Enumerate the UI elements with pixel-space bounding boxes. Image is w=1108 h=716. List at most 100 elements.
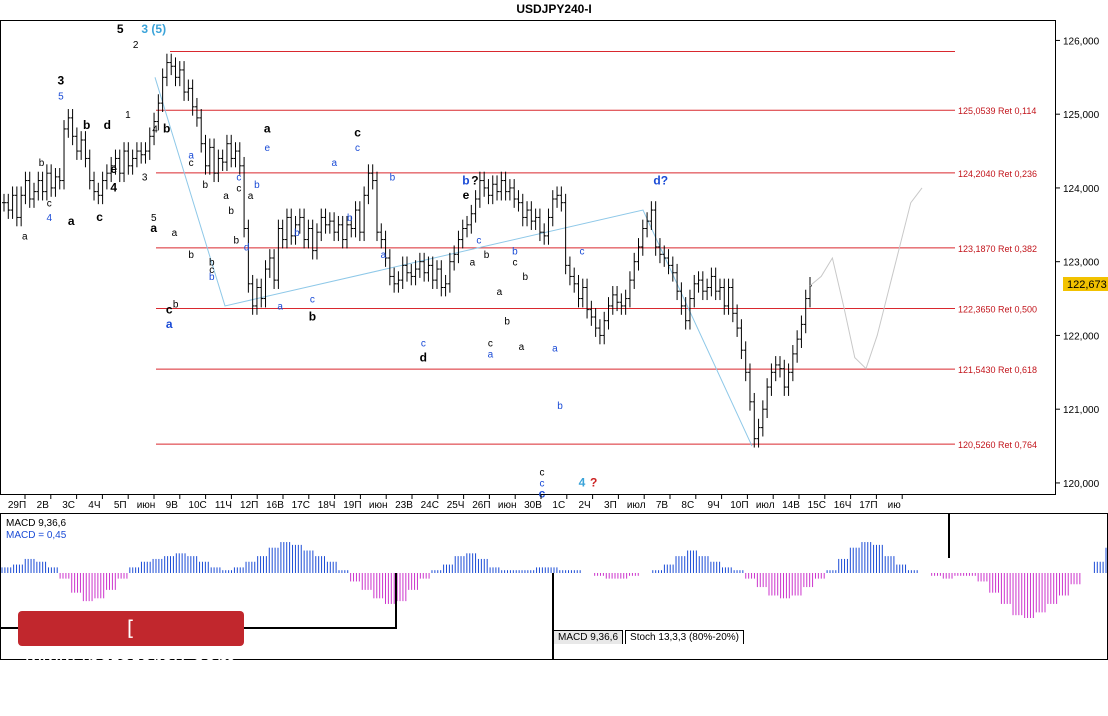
level-label: 121,5430 Ret 0,618 (958, 365, 1037, 375)
x-tick-label: 1С (552, 500, 565, 511)
projection-line (809, 187, 923, 370)
wave-label: b (83, 118, 90, 132)
x-tick-label: июн (369, 500, 388, 511)
current-price-badge (1063, 277, 1108, 291)
tab-macd[interactable]: MACD 9,36,6 (553, 630, 624, 644)
x-tick-label: 14В (782, 500, 800, 511)
wave-label: a (68, 214, 75, 228)
x-tick-label: 26П (472, 500, 490, 511)
wave-label: a (488, 350, 494, 361)
wave-label: b (512, 246, 518, 257)
wave-label: d (420, 350, 427, 364)
wave-label: e (463, 188, 470, 202)
instaforex-watermark: [ www.instaforex.com ] (18, 611, 244, 710)
wave-label: b (294, 228, 300, 239)
wave-label: c (209, 265, 214, 276)
x-tick-label: 8С (681, 500, 694, 511)
wave-label: 3 (58, 74, 65, 88)
y-tick-label: 120,000 (1063, 479, 1100, 490)
wave-label: c (47, 198, 52, 209)
wave-label: b (209, 257, 215, 268)
y-tick-label: 124,000 (1063, 184, 1100, 195)
wave-label: a (248, 191, 254, 202)
wave-label: b (39, 158, 45, 169)
x-tick-label: 9В (166, 500, 179, 511)
wave-label: 5 (151, 213, 157, 224)
wave-label: e (110, 162, 117, 176)
wave-label: e (264, 143, 270, 154)
level-label: 125,0539 Ret 0,114 (958, 106, 1036, 116)
wave-label: 4 (152, 125, 158, 136)
wave-label: a (150, 221, 157, 235)
current-price-label: 122,673 (1067, 279, 1107, 291)
wave-label: b (484, 250, 490, 261)
x-tick-label: 15С (808, 500, 826, 511)
y-tick-label: 126,000 (1063, 36, 1100, 47)
x-tick-label: 17С (292, 500, 310, 511)
wave-label: 4 (110, 181, 117, 195)
wave-label: b (234, 235, 240, 246)
wave-label: b (188, 250, 194, 261)
wave-label: c (166, 302, 173, 316)
wave-label: a (22, 232, 28, 243)
wave-label: c (355, 143, 360, 154)
wave-label: d? (653, 173, 668, 187)
x-tick-label: 25Ч (447, 500, 465, 511)
wave-label: ? (590, 476, 597, 490)
x-tick-label: ию (888, 500, 902, 511)
x-tick-label: 16Ч (834, 500, 852, 511)
wave-label: 4 (579, 476, 586, 490)
price-chart: USDJPY240-I 125,0539 Ret 0,114 124,2040 R… (0, 0, 1108, 661)
x-tick-label: 3П (604, 500, 617, 511)
wave-label: c (96, 210, 103, 224)
x-tick-label: 10С (188, 500, 206, 511)
wave-label: b (557, 401, 563, 412)
wave-label: c (512, 257, 517, 268)
wave-label: c (488, 339, 493, 350)
tab-stoch[interactable]: Stoch 13,3,3 (80%-20%) (625, 630, 744, 644)
wave-label: b (163, 122, 170, 136)
level-label: 123,1870 Ret 0,382 (958, 244, 1037, 254)
wave-label: 1 (125, 110, 131, 121)
wave-label: b (462, 173, 469, 187)
wave-label: 2 (133, 40, 139, 51)
x-tick-label: 18Ч (318, 500, 336, 511)
macd-histogram (1, 542, 1107, 618)
x-tick-label: 19П (343, 500, 361, 511)
wave-label: 5 (117, 22, 124, 36)
x-tick-label: 3С (62, 500, 75, 511)
wave-label: d (104, 118, 111, 132)
x-tick-label: 4Ч (88, 500, 100, 511)
wave-label: c (476, 235, 481, 246)
wave-label: a (470, 257, 476, 268)
projection-path (809, 187, 923, 370)
x-tick-label: 17П (859, 500, 877, 511)
wave-label: a (497, 287, 503, 298)
wave-label: a (332, 158, 338, 169)
wave-label: b (203, 180, 209, 191)
wave-label: a (277, 302, 283, 313)
macd-title: MACD 9,36,6 (6, 518, 66, 529)
wave-label: 5 (58, 91, 64, 102)
y-tick-label: 123,000 (1063, 258, 1100, 269)
date-axis: 29П 2В 3С 4Ч 5П июн 9В 10С 11Ч 12П 16В 17С 18Ч 19П июн… (8, 494, 903, 511)
wave-label: c (540, 468, 545, 479)
wave-label: c (540, 479, 545, 490)
x-tick-label: 9Ч (707, 500, 719, 511)
x-tick-label: июл (756, 500, 775, 511)
x-tick-label: 23В (395, 500, 413, 511)
wave-label: c (189, 158, 194, 169)
wave-label: b (390, 173, 396, 184)
wave-label: a (381, 250, 387, 261)
x-tick-label: 10П (730, 500, 748, 511)
wave-channel-line (154, 77, 753, 447)
y-tick-label: 121,000 (1063, 405, 1100, 416)
chart-title: USDJPY240-I (516, 2, 591, 16)
x-tick-label: июл (627, 500, 646, 511)
wave-label: b (173, 299, 179, 310)
x-tick-label: 2В (37, 500, 50, 511)
x-tick-label: июн (137, 500, 156, 511)
x-tick-label: 29П (8, 500, 26, 511)
x-tick-label: 24С (421, 500, 439, 511)
